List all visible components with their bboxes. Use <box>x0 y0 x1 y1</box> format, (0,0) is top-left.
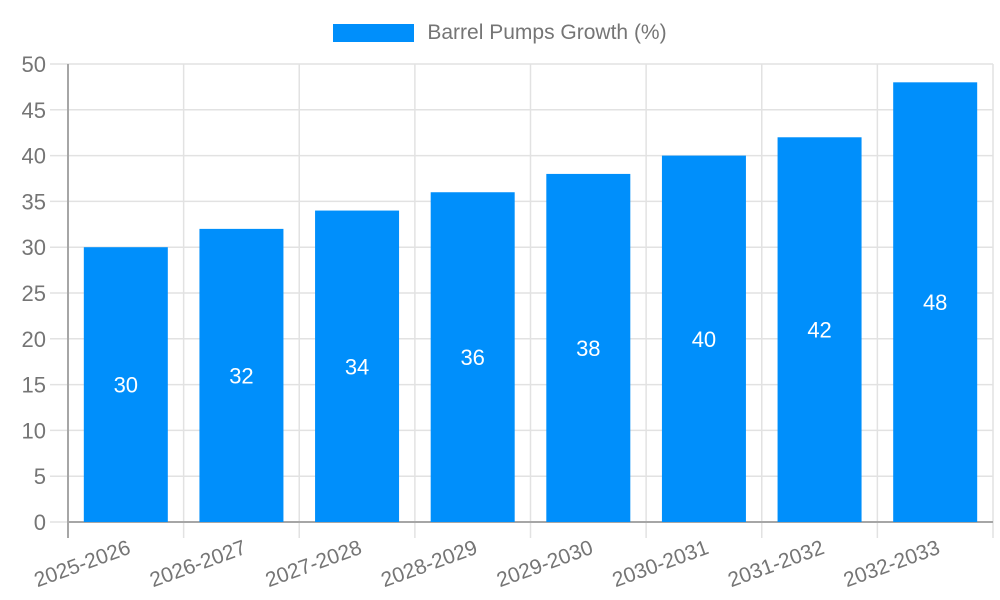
legend[interactable]: Barrel Pumps Growth (%) <box>0 21 1000 45</box>
bar[interactable] <box>777 137 862 522</box>
bar-value-label: 34 <box>345 354 369 379</box>
y-tick-label: 40 <box>22 144 46 169</box>
y-tick-label: 45 <box>22 98 46 123</box>
y-tick-label: 10 <box>22 418 46 443</box>
x-axis-label: 2029-2030 <box>494 536 596 592</box>
bar[interactable] <box>83 247 168 522</box>
y-tick-label: 5 <box>34 464 46 489</box>
bar[interactable] <box>430 192 515 523</box>
x-axis-label: 2027-2028 <box>263 536 365 592</box>
bar-value-label: 40 <box>692 327 716 352</box>
x-axis-label: 2030-2031 <box>609 536 711 592</box>
legend-label: Barrel Pumps Growth (%) <box>427 21 667 44</box>
y-tick-label: 35 <box>22 189 46 214</box>
x-axis-label: 2028-2029 <box>378 536 480 592</box>
legend-swatch <box>333 24 415 42</box>
y-tick-label: 25 <box>22 281 46 306</box>
y-tick-label: 20 <box>22 327 46 352</box>
bar-value-label: 38 <box>576 336 600 361</box>
bar[interactable] <box>315 210 400 522</box>
x-axis-label: 2026-2027 <box>147 536 249 592</box>
y-tick-label: 0 <box>34 510 46 535</box>
y-tick-label: 50 <box>22 52 46 77</box>
bar[interactable] <box>546 173 631 523</box>
bar-value-label: 36 <box>460 345 484 370</box>
bar[interactable] <box>661 155 746 522</box>
bar[interactable] <box>893 82 978 522</box>
bar-value-label: 42 <box>807 318 831 343</box>
bar-value-label: 30 <box>114 373 138 398</box>
bar[interactable] <box>199 228 284 522</box>
x-axis-label: 2031-2032 <box>725 536 827 592</box>
bar-value-label: 32 <box>229 363 253 388</box>
y-tick-label: 15 <box>22 373 46 398</box>
x-axis-label: 2025-2026 <box>31 536 133 592</box>
bar-value-label: 48 <box>923 290 947 315</box>
x-axis-label: 2032-2033 <box>841 536 943 592</box>
y-tick-label: 30 <box>22 235 46 260</box>
